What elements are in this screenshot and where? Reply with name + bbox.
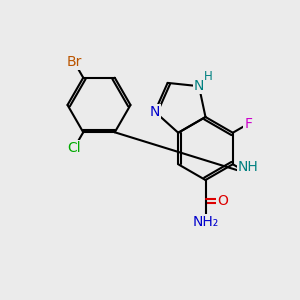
- Text: NH₂: NH₂: [192, 215, 219, 229]
- Text: Cl: Cl: [68, 141, 81, 155]
- Text: Br: Br: [67, 55, 82, 68]
- Text: N: N: [194, 79, 204, 93]
- Text: O: O: [218, 194, 228, 208]
- Text: F: F: [244, 117, 252, 131]
- Text: H: H: [203, 70, 212, 83]
- Text: NH: NH: [238, 160, 259, 174]
- Text: N: N: [150, 105, 160, 119]
